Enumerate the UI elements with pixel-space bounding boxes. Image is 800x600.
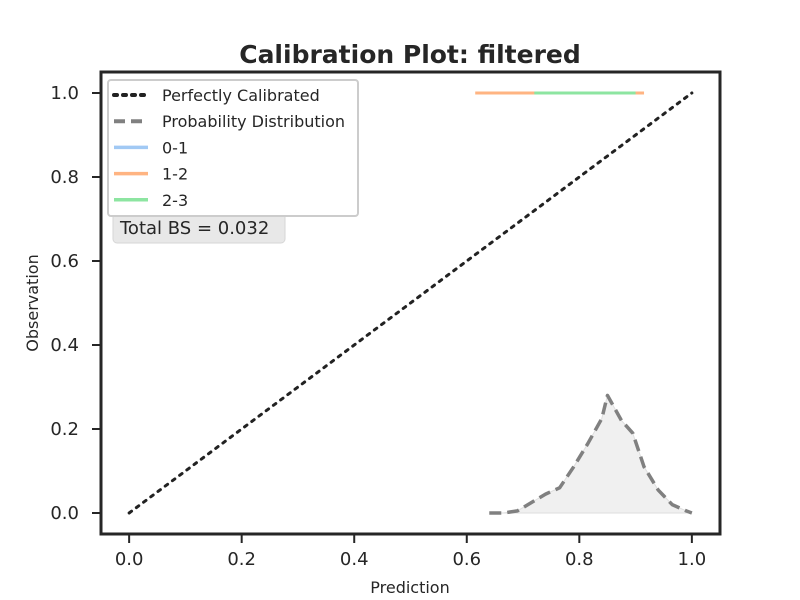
legend: Perfectly Calibrated Probability Distribu… bbox=[107, 79, 359, 217]
annotation-box: Total BS = 0.032 bbox=[112, 212, 286, 244]
chart-title: Calibration Plot: filtered bbox=[239, 40, 581, 69]
x-tick-label: 1.0 bbox=[678, 549, 707, 570]
y-tick-label: 0.8 bbox=[50, 167, 79, 188]
series-line-1 bbox=[489, 393, 693, 515]
legend-label-1: Probability Distribution bbox=[162, 112, 345, 131]
legend-label-3: 1-2 bbox=[162, 165, 188, 184]
y-tick-label: 0.6 bbox=[50, 251, 79, 272]
y-axis: 0.0 0.2 0.4 0.6 0.8 1.0 bbox=[50, 83, 101, 524]
x-tick-label: 0.6 bbox=[452, 549, 481, 570]
x-axis: 0.0 0.2 0.4 0.6 0.8 1.0 bbox=[115, 534, 706, 570]
x-axis-label: Prediction bbox=[370, 578, 449, 597]
x-tick-label: 0.2 bbox=[227, 549, 256, 570]
legend-label-4: 2-3 bbox=[162, 191, 188, 210]
series-line-0 bbox=[127, 91, 694, 515]
y-tick-label: 1.0 bbox=[50, 83, 79, 104]
legend-frame bbox=[107, 79, 359, 217]
y-tick-label: 0.0 bbox=[50, 503, 79, 524]
x-tick-label: 0.8 bbox=[565, 549, 594, 570]
legend-label-0: Perfectly Calibrated bbox=[162, 86, 320, 105]
x-tick-label: 0.4 bbox=[340, 549, 369, 570]
y-tick-label: 0.4 bbox=[50, 335, 79, 356]
plot-frame bbox=[99, 70, 722, 536]
legend-label-2: 0-1 bbox=[162, 138, 188, 157]
total-bs-annotation: Total BS = 0.032 bbox=[119, 218, 269, 239]
x-tick-label: 0.0 bbox=[115, 549, 144, 570]
y-tick-label: 0.2 bbox=[50, 419, 79, 440]
y-axis-label: Observation bbox=[23, 254, 42, 351]
